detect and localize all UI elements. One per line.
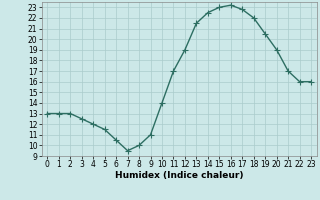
X-axis label: Humidex (Indice chaleur): Humidex (Indice chaleur) (115, 171, 244, 180)
